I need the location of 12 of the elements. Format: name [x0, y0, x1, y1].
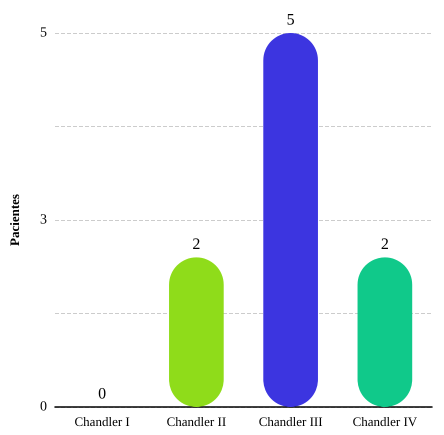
x-tick-label: Chandler III	[258, 414, 323, 429]
y-axis-title: Pacientes	[7, 194, 22, 246]
x-tick-label: Chandler IV	[352, 414, 418, 429]
x-tick-label: Chandler II	[166, 414, 226, 429]
data-label: 2	[380, 236, 389, 253]
y-tick-label: 0	[40, 400, 47, 414]
data-label: 5	[286, 12, 295, 28]
y-tick-label: 3	[40, 212, 47, 228]
data-label: 0	[98, 386, 106, 402]
x-tick-label: Chandler I	[74, 414, 130, 429]
data-label: 2	[192, 236, 200, 253]
y-tick-label: 5	[40, 26, 47, 40]
